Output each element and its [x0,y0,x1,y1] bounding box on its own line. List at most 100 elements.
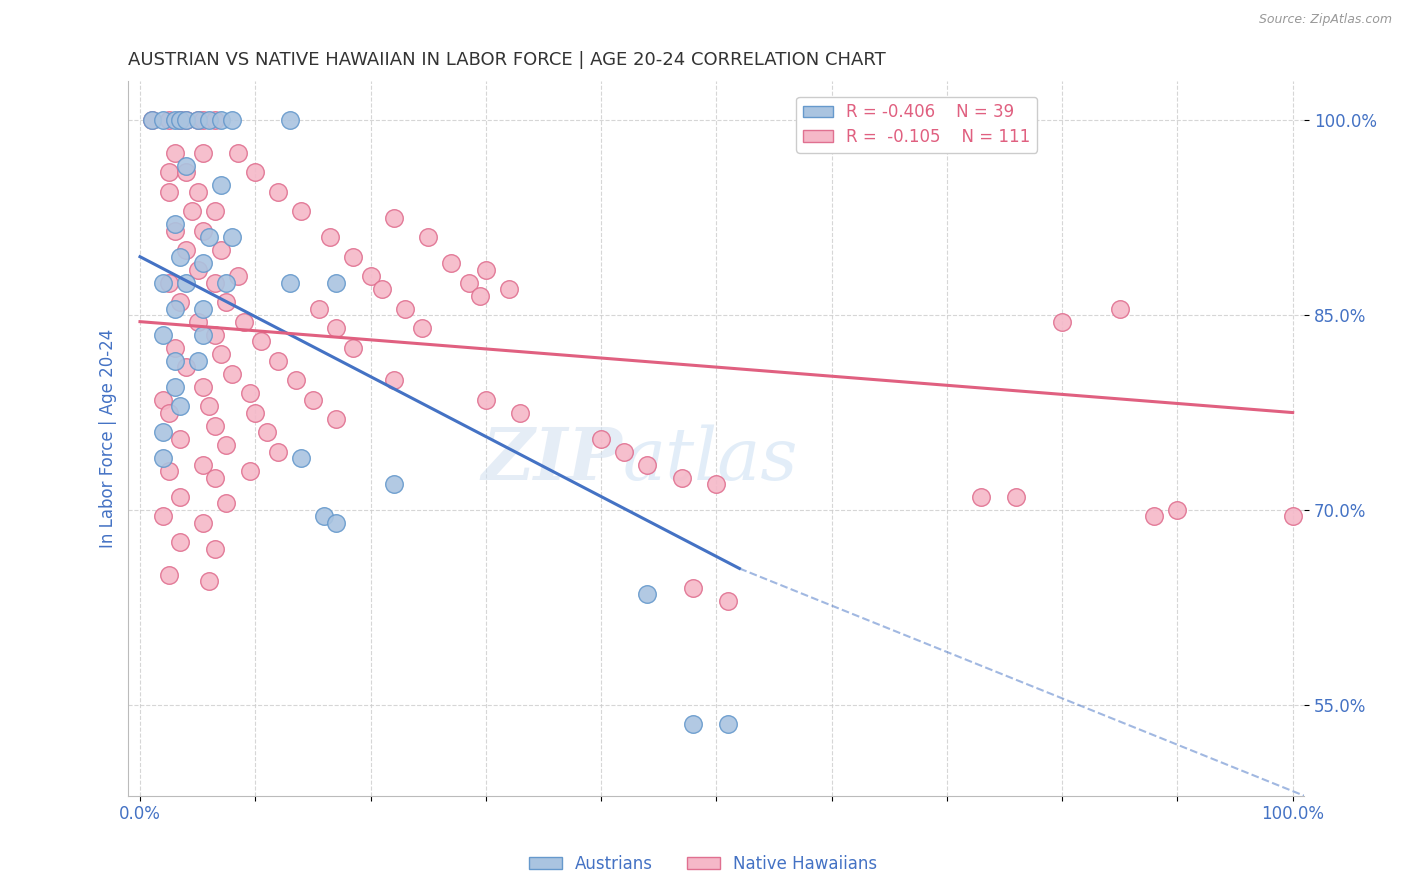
Point [152,509,174,524]
Point [215,496,238,510]
Point [1050,315,1073,329]
Legend: Austrians, Native Hawaiians: Austrians, Native Hawaiians [522,848,884,880]
Point [418,230,440,244]
Point [820,113,842,128]
Point [613,444,636,458]
Point [267,444,290,458]
Point [157,568,180,582]
Text: AUSTRIAN VS NATIVE HAWAIIAN IN LABOR FORCE | AGE 20-24 CORRELATION CHART: AUSTRIAN VS NATIVE HAWAIIAN IN LABOR FOR… [128,51,886,69]
Point [209,178,232,193]
Point [163,341,186,355]
Point [157,165,180,179]
Point [1108,301,1130,316]
Point [157,185,180,199]
Point [187,113,209,128]
Point [198,230,221,244]
Point [174,360,197,375]
Point [238,386,260,401]
Point [174,113,197,128]
Point [169,535,191,549]
Point [152,425,174,439]
Point [152,113,174,128]
Point [382,211,405,225]
Point [245,406,267,420]
Point [704,477,727,491]
Point [1281,509,1303,524]
Point [163,301,186,316]
Point [342,250,364,264]
Point [193,516,215,530]
Point [152,450,174,465]
Point [636,587,658,601]
Point [302,392,325,407]
Point [215,276,238,290]
Point [198,574,221,589]
Point [193,145,215,160]
Point [152,392,174,407]
Point [509,406,531,420]
Point [174,159,197,173]
Point [498,282,520,296]
Point [169,113,191,128]
Point [325,412,347,426]
Point [267,185,290,199]
Point [174,276,197,290]
Point [169,432,191,446]
Point [245,165,267,179]
Point [382,373,405,387]
Point [342,341,364,355]
Point [204,418,226,433]
Point [1166,503,1188,517]
Text: ZIP: ZIP [481,425,623,495]
Y-axis label: In Labor Force | Age 20-24: In Labor Force | Age 20-24 [100,329,117,549]
Point [180,204,202,219]
Point [187,113,209,128]
Point [232,315,254,329]
Point [325,516,347,530]
Point [1005,490,1028,504]
Point [468,288,491,302]
Point [187,353,209,368]
Point [163,145,186,160]
Point [371,282,394,296]
Text: Source: ZipAtlas.com: Source: ZipAtlas.com [1258,13,1392,27]
Point [209,244,232,258]
Point [256,425,278,439]
Point [319,230,342,244]
Point [152,276,174,290]
Point [157,276,180,290]
Point [157,464,180,478]
Point [411,321,433,335]
Point [440,256,463,270]
Point [187,185,209,199]
Point [193,113,215,128]
Point [325,276,347,290]
Point [193,379,215,393]
Point [163,224,186,238]
Point [174,113,197,128]
Point [187,315,209,329]
Point [187,262,209,277]
Point [221,367,243,381]
Point [238,464,260,478]
Point [169,250,191,264]
Point [157,113,180,128]
Point [204,541,226,556]
Point [193,301,215,316]
Point [284,373,307,387]
Point [682,717,704,731]
Point [215,438,238,452]
Point [382,477,405,491]
Point [394,301,416,316]
Text: atlas: atlas [623,425,797,495]
Point [193,327,215,342]
Point [221,113,243,128]
Point [193,256,215,270]
Point [169,295,191,310]
Point [169,399,191,413]
Legend: R = -0.406    N = 39, R =  -0.105    N = 111: R = -0.406 N = 39, R = -0.105 N = 111 [796,97,1038,153]
Point [198,399,221,413]
Point [314,509,336,524]
Point [636,458,658,472]
Point [204,327,226,342]
